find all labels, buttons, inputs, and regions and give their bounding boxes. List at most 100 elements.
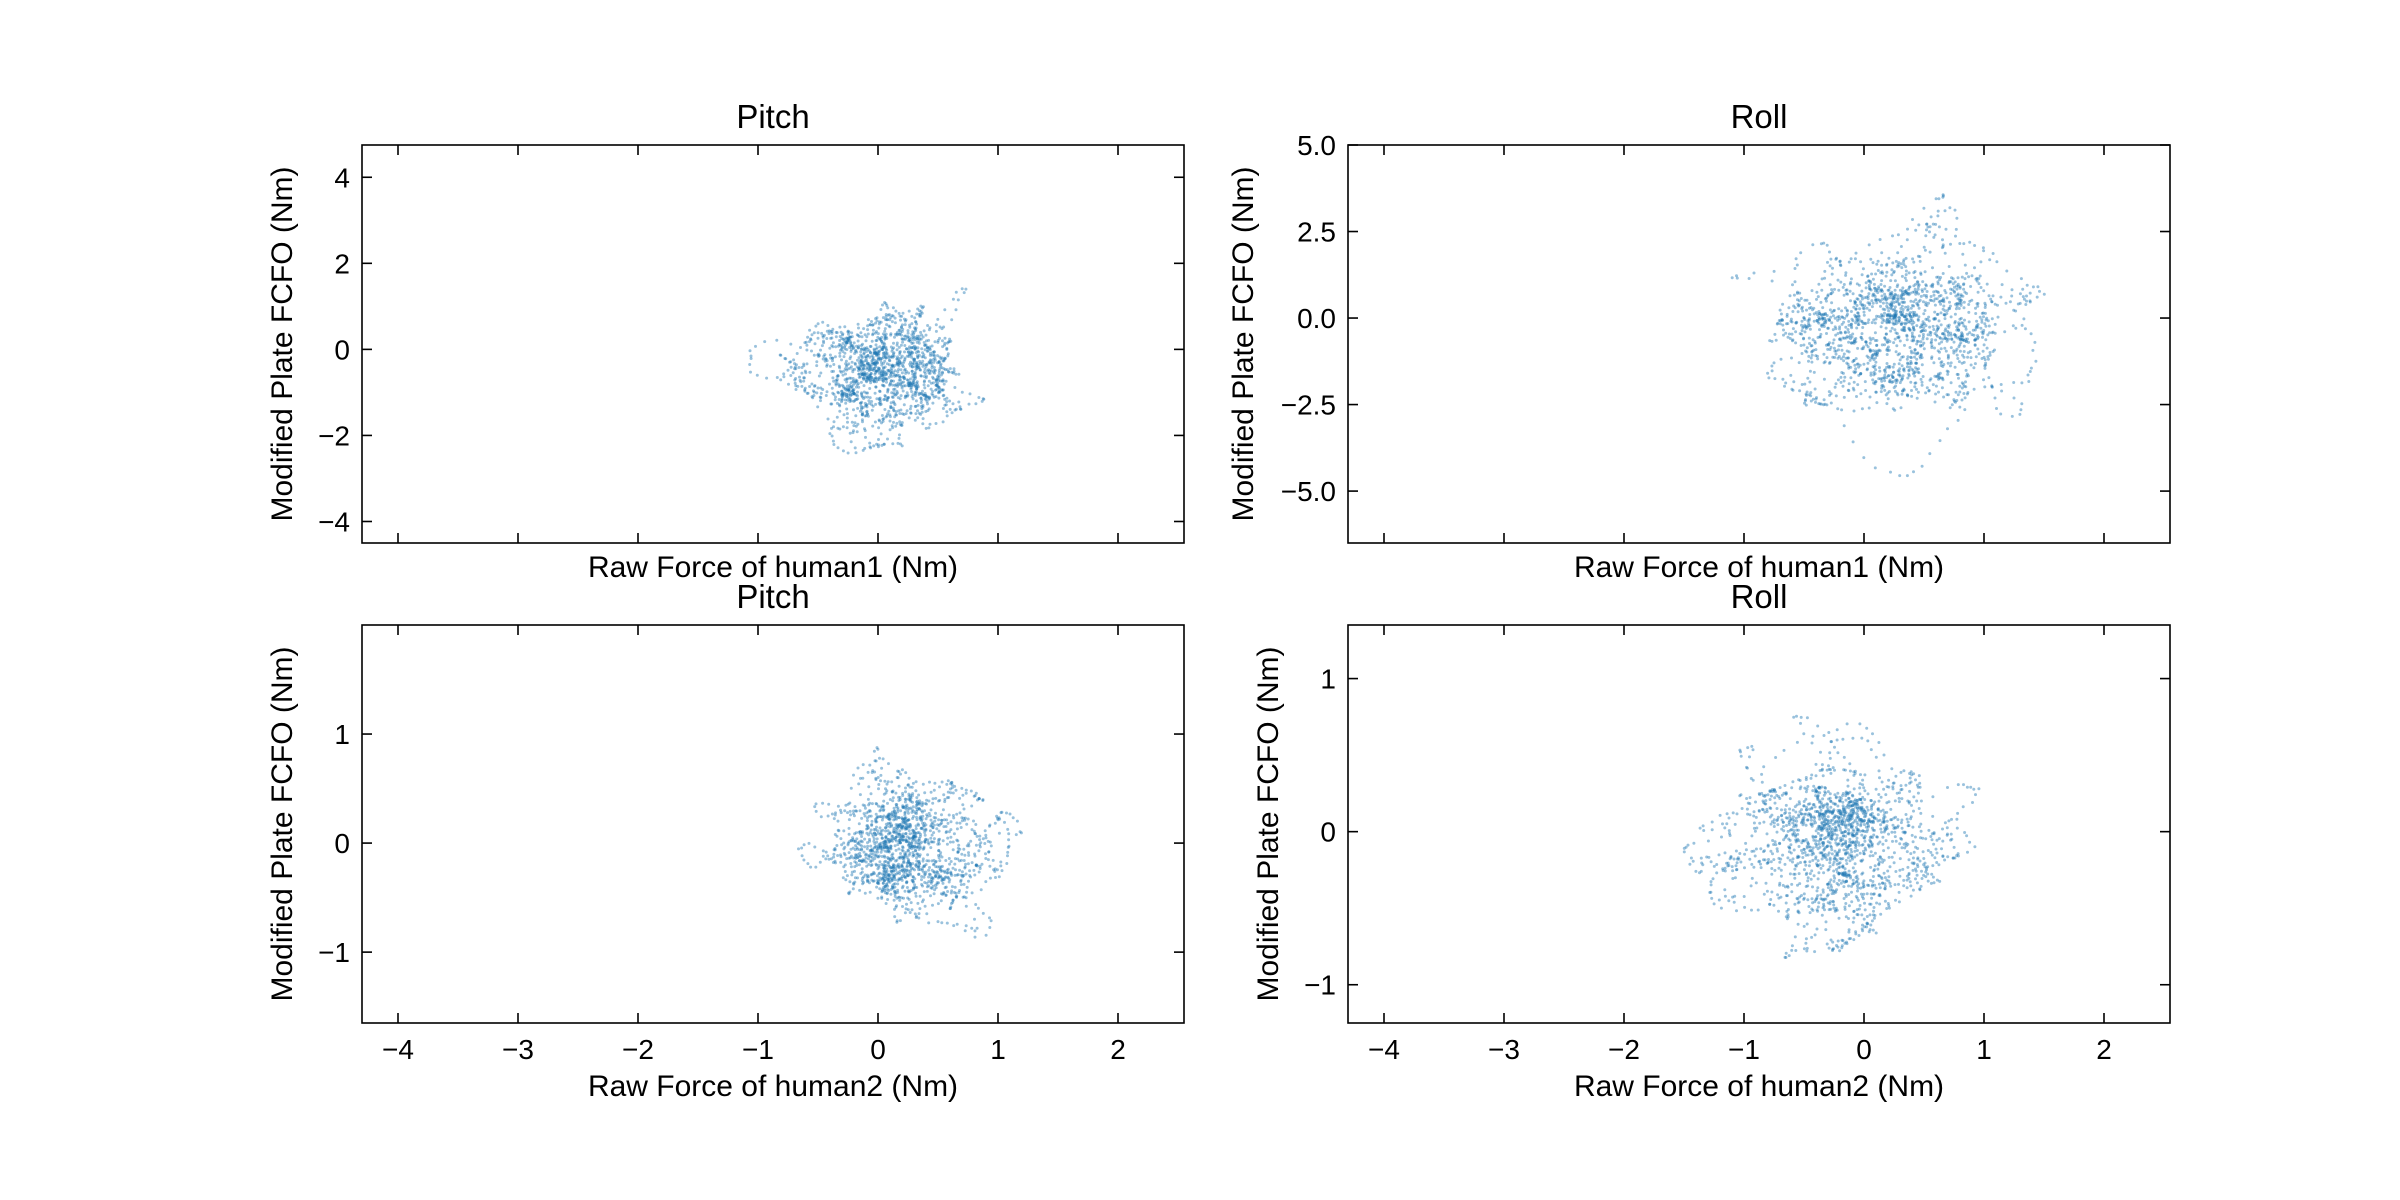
data-point <box>1825 332 1828 335</box>
data-point <box>857 840 861 844</box>
data-point <box>889 406 893 409</box>
data-point <box>1742 895 1746 898</box>
data-point <box>1880 321 1884 325</box>
data-point <box>929 790 933 794</box>
data-point <box>1875 289 1879 293</box>
data-point <box>1905 238 1909 242</box>
data-point <box>903 817 907 821</box>
data-point <box>839 348 842 352</box>
data-point <box>859 360 863 363</box>
data-point <box>1790 339 1794 343</box>
data-point <box>924 828 928 832</box>
data-point <box>848 335 852 339</box>
data-point <box>1804 392 1808 396</box>
data-point <box>1852 909 1856 913</box>
data-point <box>908 323 912 327</box>
data-point <box>874 385 878 389</box>
data-point <box>881 332 885 336</box>
data-point <box>842 847 846 851</box>
data-point <box>894 868 898 872</box>
data-point <box>926 384 930 388</box>
data-point <box>845 363 849 367</box>
data-point <box>853 399 857 403</box>
data-point <box>1958 384 1962 388</box>
data-point <box>937 387 941 391</box>
data-point <box>1981 246 1985 250</box>
data-point <box>900 323 904 327</box>
data-point <box>885 362 889 366</box>
data-point <box>890 395 894 399</box>
data-point <box>1774 338 1778 342</box>
data-point <box>1935 333 1938 337</box>
data-point <box>1865 915 1869 918</box>
data-point <box>1836 332 1840 335</box>
data-point <box>953 862 957 866</box>
data-point <box>845 377 849 381</box>
data-point <box>1965 339 1968 343</box>
data-point <box>1937 319 1941 323</box>
data-point <box>908 362 912 366</box>
data-point <box>948 907 952 910</box>
data-point <box>903 819 907 823</box>
data-point <box>1868 348 1872 352</box>
data-point <box>1959 298 1963 302</box>
data-point <box>867 785 871 789</box>
data-point <box>1892 270 1896 273</box>
data-point <box>871 358 875 362</box>
data-point <box>909 793 913 797</box>
data-point <box>906 783 910 787</box>
data-point <box>1892 341 1896 345</box>
data-point <box>904 786 907 790</box>
data-point <box>950 318 954 322</box>
data-point <box>862 366 865 370</box>
data-point <box>958 859 961 863</box>
data-point <box>1956 284 1960 288</box>
data-point <box>877 352 881 356</box>
data-point <box>883 336 887 340</box>
data-point <box>1807 321 1811 325</box>
data-point <box>884 335 888 339</box>
data-point <box>877 322 881 326</box>
data-point <box>914 800 918 804</box>
data-point <box>822 339 825 343</box>
data-point <box>912 373 916 376</box>
data-point <box>874 820 878 824</box>
data-point <box>1828 318 1832 322</box>
data-point <box>856 322 860 326</box>
data-point <box>960 390 964 394</box>
data-point <box>894 859 898 863</box>
data-point <box>1871 261 1875 265</box>
data-point <box>1906 393 1910 397</box>
data-point <box>908 382 912 386</box>
data-point <box>946 890 950 893</box>
data-point <box>915 340 919 344</box>
data-point <box>913 394 917 397</box>
data-point <box>1929 340 1933 344</box>
data-point <box>1991 294 1995 298</box>
data-point <box>889 847 893 851</box>
data-point <box>1733 894 1737 898</box>
data-point <box>1892 861 1896 865</box>
data-point <box>910 878 914 882</box>
data-point <box>924 410 928 413</box>
data-point <box>899 368 903 372</box>
data-point <box>874 321 878 325</box>
data-point <box>887 814 890 818</box>
data-point <box>1842 352 1846 356</box>
data-point <box>1929 377 1933 381</box>
data-point <box>915 360 919 364</box>
data-point <box>1908 312 1911 316</box>
data-point <box>927 842 931 846</box>
data-point <box>901 361 905 365</box>
data-point <box>922 393 926 397</box>
data-point <box>872 361 876 365</box>
data-point <box>919 816 923 820</box>
data-point <box>890 869 894 873</box>
data-point <box>1973 343 1977 347</box>
data-point <box>1850 326 1854 330</box>
data-point <box>902 317 906 321</box>
data-point <box>1851 319 1855 323</box>
data-point <box>1852 380 1856 384</box>
data-point <box>1807 359 1810 363</box>
data-point <box>1958 285 1962 289</box>
